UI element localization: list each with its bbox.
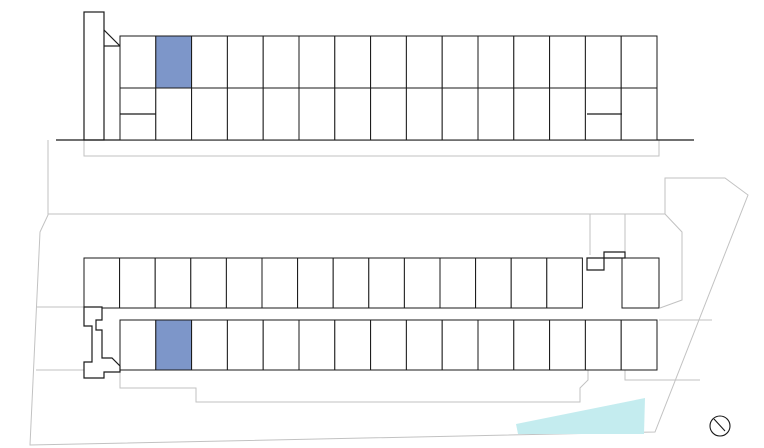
unit-bottom-upper-12 <box>475 257 512 309</box>
unit-bottom-lower-3 <box>191 319 228 371</box>
unit-bottom-lower-4 <box>226 319 264 371</box>
unit-top-upper-12 <box>513 35 551 89</box>
unit-top-upper-14 <box>584 35 622 89</box>
unit-top-upper-2 <box>155 35 193 89</box>
unit-bottom-upper-11 <box>439 257 477 309</box>
unit-top-upper-5 <box>262 35 300 89</box>
unit-bottom-upper-14 <box>546 257 583 309</box>
unit-bottom-lower-12 <box>513 319 551 371</box>
unit-bottom-lower-1 <box>119 319 157 371</box>
site-boundaries <box>29 140 749 446</box>
unit-bottom-lower-9 <box>405 319 443 371</box>
unit-bottom-upper-5 <box>225 257 263 309</box>
building-bottom <box>83 251 660 379</box>
unit-top-lower-6 <box>298 87 336 141</box>
unit-bottom-lower-6 <box>298 319 336 371</box>
unit-top-lower-5 <box>262 87 300 141</box>
unit-bottom-upper-2 <box>119 257 156 309</box>
unit-bottom-lower-15 <box>620 319 658 371</box>
unit-top-lower-12 <box>513 87 551 141</box>
unit-top-lower-11 <box>477 87 515 141</box>
unit-bottom-lower-8 <box>370 319 407 371</box>
unit-bottom-lower-14 <box>584 319 622 371</box>
unit-bottom-upper-east-1 <box>621 257 660 309</box>
unit-bottom-lower-11 <box>477 319 515 371</box>
unit-bottom-upper-10 <box>403 257 441 309</box>
unit-top-upper-1 <box>119 35 157 89</box>
unit-top-upper-13 <box>549 35 586 89</box>
unit-bottom-upper-6 <box>261 257 299 309</box>
unit-top-lower-13 <box>549 87 586 141</box>
unit-top-lower-3 <box>191 87 228 141</box>
site-outline <box>29 140 749 446</box>
unit-bottom-lower-5 <box>262 319 300 371</box>
unit-top-upper-9 <box>405 35 443 89</box>
terrace-outline-bottom <box>119 368 589 403</box>
unit-bottom-lower-10 <box>441 319 479 371</box>
unit-top-upper-10 <box>441 35 479 89</box>
unit-bottom-lower-2 <box>155 319 193 371</box>
unit-bottom-upper-7 <box>297 257 334 309</box>
stair-wall <box>103 29 121 47</box>
unit-top-lower-7 <box>334 87 372 141</box>
unit-top-upper-3 <box>191 35 228 89</box>
unit-bottom-upper-9 <box>368 257 405 309</box>
unit-top-lower-9 <box>405 87 443 141</box>
unit-top-upper-15 <box>620 35 658 89</box>
north-arrow-icon <box>709 415 731 437</box>
unit-top-lower-10 <box>441 87 479 141</box>
unit-bottom-lower-13 <box>549 319 586 371</box>
terrace-outline-top <box>83 140 660 157</box>
unit-bottom-lower-7 <box>334 319 372 371</box>
east-ramp <box>624 370 700 381</box>
unit-bottom-upper-3 <box>154 257 192 309</box>
unit-top-upper-11 <box>477 35 515 89</box>
top-unit-grid <box>119 35 658 141</box>
unit-top-lower-4 <box>226 87 264 141</box>
unit-top-lower-15 <box>620 87 658 141</box>
unit-top-upper-8 <box>370 35 407 89</box>
unit-top-lower-8 <box>370 87 407 141</box>
unit-top-lower-2 <box>155 87 193 141</box>
stair-notch-top <box>586 251 626 271</box>
unit-top-upper-6 <box>298 35 336 89</box>
unit-bottom-upper-1 <box>83 257 121 309</box>
unit-bottom-upper-8 <box>332 257 370 309</box>
unit-top-upper-4 <box>226 35 264 89</box>
building-top <box>56 11 694 141</box>
west-entry <box>83 306 121 379</box>
bottom-unit-grid <box>83 257 660 371</box>
unit-bottom-upper-4 <box>190 257 227 309</box>
east-lane <box>659 213 683 309</box>
pond <box>516 398 645 434</box>
unit-top-upper-7 <box>334 35 372 89</box>
stair-tower <box>83 11 105 141</box>
unit-bottom-upper-13 <box>510 257 548 309</box>
